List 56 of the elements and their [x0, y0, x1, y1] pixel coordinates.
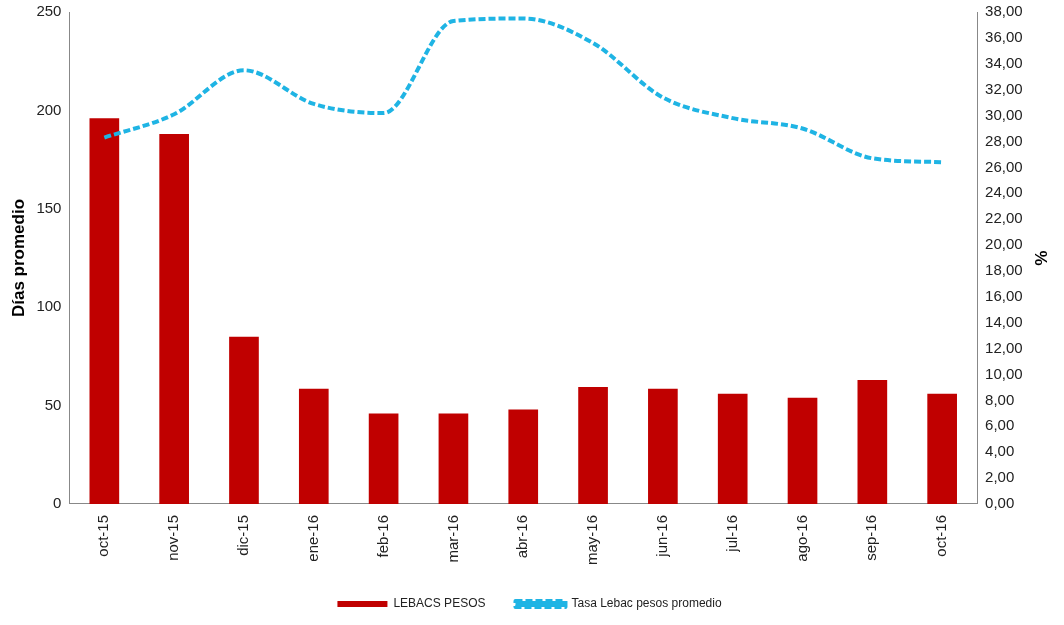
y-tick-label: 50 [44, 395, 62, 413]
y-tick-label: 200 [36, 100, 62, 118]
x-tick-label: jun-16 [653, 514, 671, 558]
y2-tick-label: 20,00 [985, 235, 1023, 253]
bar [89, 118, 120, 504]
y2-tick-label: 8,00 [985, 390, 1015, 408]
y2-tick-label: 28,00 [985, 131, 1023, 149]
x-tick-label: dic-15 [234, 514, 252, 556]
bar [159, 134, 189, 504]
x-tick-label: sep-16 [862, 514, 880, 561]
y2-tick-label: 16,00 [985, 286, 1023, 304]
y2-tick-label: 38,00 [985, 2, 1023, 20]
x-tick-label: ene-16 [303, 514, 321, 562]
y2-tick-label: 36,00 [985, 28, 1023, 46]
y2-tick-label: 10,00 [985, 364, 1023, 382]
x-tick-label: oct-15 [94, 514, 112, 557]
bar [927, 393, 957, 504]
bar [857, 380, 888, 504]
y2-axis-title: % [1031, 250, 1051, 266]
y2-tick-label: 2,00 [985, 468, 1015, 486]
x-tick-label: abr-16 [513, 514, 531, 559]
y2-tick-label: 34,00 [985, 53, 1023, 71]
y2-tick-label: 14,00 [985, 312, 1023, 330]
bar [578, 386, 608, 504]
y2-tick-label: 6,00 [985, 416, 1015, 434]
bar [717, 393, 748, 504]
x-tick-label: jul-16 [722, 514, 740, 553]
bar [298, 388, 329, 504]
y2-tick-label: 12,00 [985, 338, 1023, 356]
y-tick-label: 0 [53, 494, 62, 512]
legend-label: LEBACS PESOS [393, 596, 486, 611]
bar [648, 388, 678, 504]
bar [508, 409, 539, 504]
y-axis-title: Días promedio [8, 198, 28, 318]
y2-tick-label: 4,00 [985, 442, 1015, 460]
bar [229, 336, 259, 504]
y-tick-label: 250 [36, 2, 62, 20]
x-tick-label: oct-16 [932, 514, 950, 557]
y2-tick-label: 32,00 [985, 79, 1023, 97]
x-tick-label: nov-15 [164, 514, 182, 561]
y2-tick-label: 22,00 [985, 209, 1023, 227]
x-tick-label: mar-16 [443, 514, 461, 563]
legend-label: Tasa Lebac pesos promedio [571, 596, 722, 611]
x-tick-label: may-16 [583, 514, 601, 566]
y-tick-label: 100 [36, 297, 62, 315]
bar [438, 413, 469, 504]
y2-tick-label: 0,00 [985, 494, 1015, 512]
x-tick-label: feb-16 [373, 514, 391, 558]
y2-tick-label: 30,00 [985, 105, 1023, 123]
y2-tick-label: 18,00 [985, 261, 1023, 279]
bar [787, 397, 818, 504]
bar [368, 413, 399, 504]
y-tick-label: 150 [36, 198, 62, 216]
y2-tick-label: 26,00 [985, 157, 1023, 175]
y2-tick-label: 24,00 [985, 183, 1023, 201]
x-tick-label: ago-16 [792, 514, 810, 562]
